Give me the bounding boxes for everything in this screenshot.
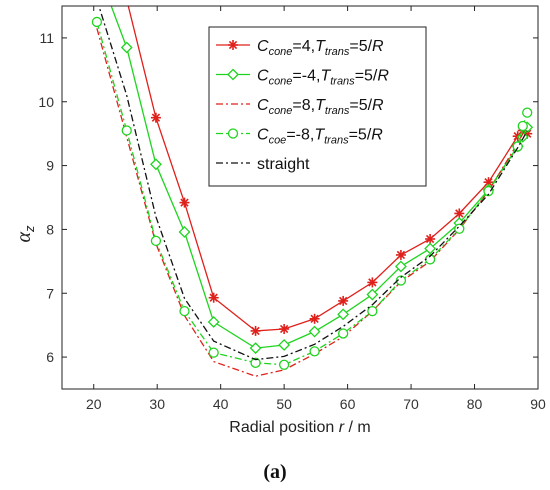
data-point bbox=[366, 288, 379, 301]
data-point bbox=[367, 277, 378, 288]
legend: Ccone=4,Ttrans=5/R Ccone=-4,Ttrans=5/R Cco… bbox=[208, 26, 427, 187]
data-point bbox=[338, 295, 349, 306]
y-axis-title: αz bbox=[13, 225, 37, 243]
legend-label: Ccoe=-8,Ttrans=5/R bbox=[257, 127, 383, 147]
data-point bbox=[425, 233, 436, 244]
tick-layer: 20 30 40 50 60 70 80 90 6 7 8 9 10 11 bbox=[38, 6, 546, 412]
data-point bbox=[250, 325, 261, 336]
y-tick-label: 8 bbox=[46, 221, 54, 237]
data-point bbox=[150, 158, 162, 171]
legend-label: Ccone=8,Ttrans=5/R bbox=[257, 97, 384, 117]
data-point bbox=[424, 242, 437, 255]
legend-entry: Ccone=-4,Ttrans=5/R bbox=[216, 68, 389, 88]
legend-marker bbox=[228, 40, 238, 50]
legend-entry: Ccone=8,Ttrans=5/R bbox=[216, 97, 384, 117]
data-point bbox=[395, 249, 406, 260]
data-point bbox=[249, 342, 262, 355]
panel-label: (a) bbox=[263, 461, 286, 483]
y-tick-label: 7 bbox=[46, 285, 54, 301]
data-point bbox=[250, 357, 261, 368]
legend-entry: Ccone=4,Ttrans=5/R bbox=[216, 38, 384, 58]
data-point bbox=[179, 197, 190, 208]
data-point bbox=[121, 125, 132, 136]
data-point bbox=[150, 235, 162, 247]
data-point bbox=[120, 41, 133, 54]
legend-box bbox=[208, 26, 427, 187]
data-point bbox=[178, 226, 191, 238]
legend-marker bbox=[227, 68, 239, 81]
series-layer bbox=[91, 0, 534, 377]
data-point bbox=[278, 359, 290, 370]
x-tick-label: 30 bbox=[149, 396, 165, 412]
x-tick-label: 20 bbox=[86, 396, 102, 412]
data-point bbox=[207, 316, 220, 328]
data-point bbox=[91, 16, 103, 28]
x-axis-title: Radial position r / m bbox=[229, 419, 370, 436]
data-point bbox=[394, 260, 407, 273]
x-tick-label: 80 bbox=[467, 396, 483, 412]
data-point bbox=[483, 177, 494, 188]
y-tick-label: 10 bbox=[38, 94, 54, 110]
legend-label: straight bbox=[257, 156, 310, 173]
y-tick-label: 9 bbox=[46, 158, 54, 174]
data-point bbox=[179, 305, 190, 317]
legend-marker bbox=[227, 128, 239, 139]
x-tick-label: 70 bbox=[403, 396, 419, 412]
legend-entry: straight bbox=[216, 156, 310, 173]
data-point bbox=[309, 346, 320, 357]
data-point bbox=[517, 120, 528, 132]
data-point bbox=[208, 292, 219, 303]
legend-entry: Ccoe=-8,Ttrans=5/R bbox=[216, 127, 383, 147]
data-point bbox=[308, 325, 321, 338]
data-point bbox=[483, 185, 494, 197]
data-point bbox=[278, 339, 291, 351]
x-tick-label: 40 bbox=[213, 396, 229, 412]
data-point bbox=[522, 107, 533, 118]
data-point bbox=[367, 305, 378, 317]
series-3 bbox=[91, 16, 533, 370]
x-tick-label: 60 bbox=[340, 396, 356, 412]
legend-label: Ccone=4,Ttrans=5/R bbox=[257, 38, 384, 58]
data-point bbox=[454, 208, 465, 219]
x-tick-label: 50 bbox=[276, 396, 292, 412]
data-point bbox=[279, 323, 290, 334]
data-point bbox=[122, 0, 132, 5]
y-tick-label: 6 bbox=[46, 349, 54, 365]
data-point bbox=[454, 223, 465, 234]
y-tick-label: 11 bbox=[39, 30, 54, 46]
data-point bbox=[338, 328, 349, 339]
data-point bbox=[395, 275, 407, 286]
data-point bbox=[150, 112, 161, 123]
plot-frame bbox=[61, 5, 539, 390]
x-tick-label: 90 bbox=[530, 396, 546, 412]
data-point bbox=[208, 347, 219, 358]
data-point bbox=[309, 313, 320, 324]
legend-label: Ccone=-4,Ttrans=5/R bbox=[257, 68, 389, 88]
data-point bbox=[337, 308, 350, 321]
